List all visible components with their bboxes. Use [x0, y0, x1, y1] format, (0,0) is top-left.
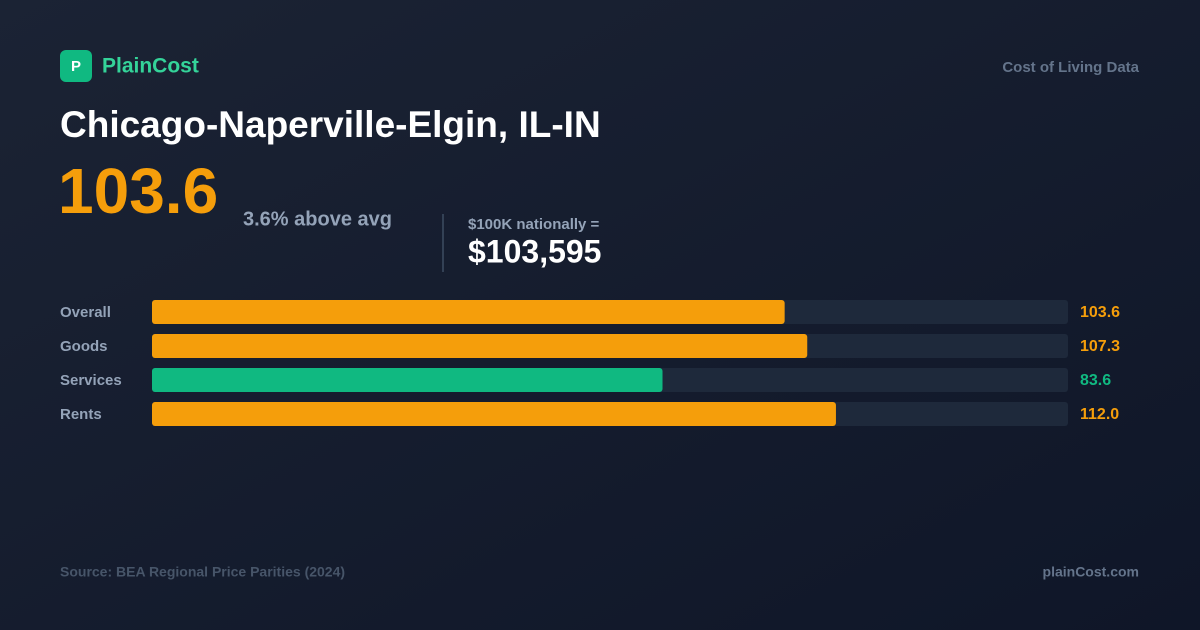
value-label: 107.3: [1080, 338, 1120, 355]
value-label: 112.0: [1080, 406, 1119, 423]
category-label: Overall: [60, 304, 111, 321]
equivalent-value: $103,595: [468, 233, 601, 269]
logo-letter: P: [71, 58, 81, 75]
category-label: Rents: [60, 406, 102, 423]
brand: PlainCost: [102, 55, 199, 78]
category-label: Goods: [60, 338, 108, 355]
source: Source: BEA Regional Price Parities (202…: [60, 564, 345, 580]
title: Chicago-Naperville-Elgin, IL-IN: [60, 104, 601, 145]
site: plainCost.com: [1043, 564, 1139, 580]
bar: [152, 402, 836, 426]
equivalent-label: $100K nationally =: [468, 216, 600, 233]
headline-index: 103.6: [58, 155, 218, 227]
bar-chart: Overall 103.6 Goods 107.3 Services 83.6 Rents 1…: [60, 300, 1120, 426]
value-label: 83.6: [1080, 372, 1111, 389]
bar: [152, 300, 785, 324]
value-label: 103.6: [1080, 304, 1120, 321]
bar: [152, 334, 808, 358]
tagline: Cost of Living Data: [1002, 59, 1139, 76]
category-label: Services: [60, 372, 122, 389]
bar: [152, 368, 663, 392]
comparison: 3.6% above avg: [243, 208, 392, 230]
logo: [60, 50, 92, 82]
